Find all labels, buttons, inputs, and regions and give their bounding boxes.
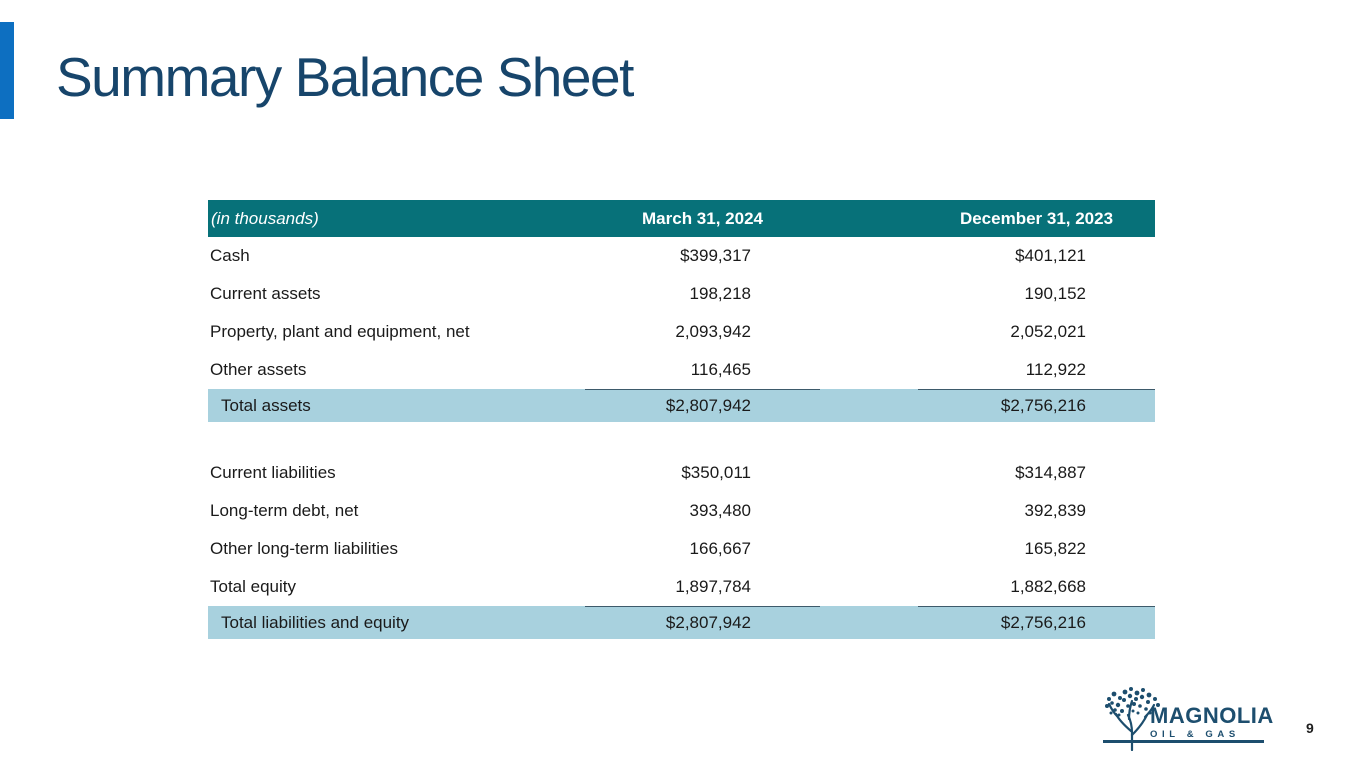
title-accent-bar [0,22,14,119]
row-value-march-2024: 198,218 [585,275,820,313]
table-row: Other assets 116,465 112,922 [208,351,1155,389]
table-total-row: Total assets $2,807,942 $2,756,216 [208,388,1155,422]
row-spacer [820,275,918,313]
column-header-march-2024: March 31, 2024 [585,200,820,237]
row-label: Current liabilities [208,454,585,492]
logo-company-subtitle: OIL & GAS [1150,729,1240,740]
table-row: Current liabilities $350,011 $314,887 [208,454,1155,492]
logo-company-name: MAGNOLIA [1150,703,1274,728]
row-value-december-2023: $2,756,216 [918,605,1155,639]
row-label: Cash [208,237,585,275]
row-label: Long-term debt, net [208,492,585,530]
balance-sheet-table-container: (in thousands) March 31, 2024 December 3… [208,200,1155,639]
magnolia-tree-icon [1105,687,1160,751]
row-value-december-2023: 112,922 [918,351,1155,389]
row-value-december-2023: 2,052,021 [918,313,1155,351]
row-value-march-2024: $399,317 [585,237,820,275]
section-gap-row [208,422,1155,454]
row-value-december-2023: 165,822 [918,530,1155,568]
row-label: Current assets [208,275,585,313]
table-total-row: Total liabilities and equity $2,807,942 $2… [208,605,1155,639]
table-row: Other long-term liabilities 166,667 165,82… [208,530,1155,568]
row-value-december-2023: $2,756,216 [918,388,1155,422]
table-row: Long-term debt, net 393,480 392,839 [208,492,1155,530]
row-label: Total equity [208,568,585,606]
table-row: Property, plant and equipment, net 2,093,… [208,313,1155,351]
table-row: Cash $399,317 $401,121 [208,237,1155,275]
row-spacer [820,530,918,568]
row-value-march-2024: 116,465 [585,351,820,389]
row-value-march-2024: 166,667 [585,530,820,568]
row-spacer [820,492,918,530]
row-value-december-2023: 392,839 [918,492,1155,530]
row-value-december-2023: $401,121 [918,237,1155,275]
row-label: Property, plant and equipment, net [208,313,585,351]
column-header-spacer [820,200,918,237]
row-spacer [820,389,918,422]
row-value-december-2023: 1,882,668 [918,568,1155,606]
row-value-march-2024: 1,897,784 [585,568,820,606]
row-value-march-2024: 393,480 [585,492,820,530]
row-value-december-2023: $314,887 [918,454,1155,492]
row-spacer [820,606,918,639]
page-title: Summary Balance Sheet [56,46,634,108]
row-spacer [820,237,918,275]
row-value-march-2024: $2,807,942 [585,388,820,422]
magnolia-logo: MAGNOLIA OIL & GAS [1103,684,1279,752]
row-label: Total liabilities and equity [208,606,585,639]
column-header-december-2023: December 31, 2023 [918,200,1155,237]
section-gap-cell [208,422,1155,454]
table-row: Current assets 198,218 190,152 [208,275,1155,313]
balance-sheet-table: (in thousands) March 31, 2024 December 3… [208,200,1155,639]
row-spacer [820,568,918,606]
table-header-row: (in thousands) March 31, 2024 December 3… [208,200,1155,237]
row-label: Total assets [208,389,585,422]
row-label: Other assets [208,351,585,389]
row-value-december-2023: 190,152 [918,275,1155,313]
logo-underline [1103,740,1264,743]
units-note: (in thousands) [208,200,585,237]
row-value-march-2024: $350,011 [585,454,820,492]
table-row: Total equity 1,897,784 1,882,668 [208,568,1155,606]
page-number: 9 [1306,720,1314,736]
row-spacer [820,313,918,351]
balance-table-body: Cash $399,317 $401,121 Current assets 198,21… [208,237,1155,639]
row-spacer [820,454,918,492]
row-label: Other long-term liabilities [208,530,585,568]
row-spacer [820,351,918,389]
logo-text: MAGNOLIA OIL & GAS [1150,703,1274,741]
row-value-march-2024: $2,807,942 [585,605,820,639]
row-value-march-2024: 2,093,942 [585,313,820,351]
